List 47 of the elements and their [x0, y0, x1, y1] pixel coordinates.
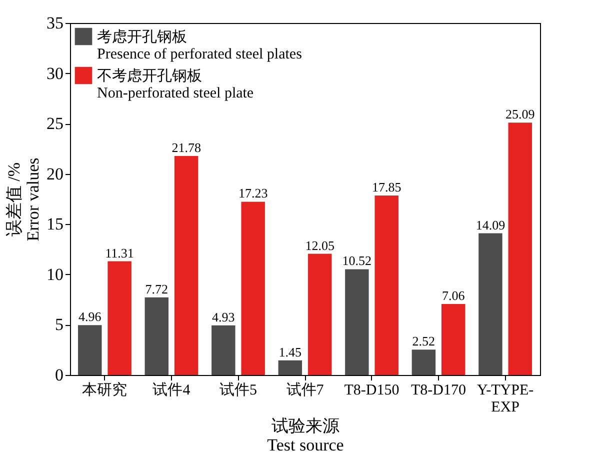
bar — [345, 269, 369, 375]
y-tick-label: 30 — [46, 64, 64, 83]
data-label: 11.31 — [105, 245, 134, 260]
bar — [508, 122, 532, 375]
x-tick-label: 本研究 — [82, 382, 128, 398]
y-axis-title: 误差值 /% Error values — [4, 158, 42, 242]
bar — [108, 261, 132, 375]
data-label: 12.05 — [305, 238, 334, 253]
bar — [144, 297, 169, 375]
data-label: 7.06 — [442, 288, 466, 303]
bar — [308, 254, 332, 375]
data-label: 4.96 — [78, 309, 102, 324]
bar — [241, 202, 265, 375]
data-label: 2.52 — [412, 334, 436, 349]
bar — [212, 325, 236, 375]
data-label: 14.09 — [476, 217, 506, 232]
bar — [412, 350, 436, 375]
data-label: 25.09 — [505, 106, 535, 122]
data-label: 21.78 — [172, 140, 201, 155]
data-label: 10.52 — [342, 253, 372, 268]
bar — [278, 360, 302, 375]
bar — [174, 156, 198, 375]
bar — [441, 304, 466, 375]
y-tick-label: 35 — [46, 14, 64, 32]
x-tick-label: Y-TYPE-EXP — [476, 382, 534, 416]
x-tick-label: 试件7 — [286, 382, 324, 398]
data-label: 17.85 — [372, 179, 402, 194]
x-tick-label: T8-D150 — [344, 382, 400, 398]
x-tick-label: 试件5 — [219, 382, 257, 398]
y-tick-label: 5 — [55, 315, 64, 334]
x-axis-title: 试验来源 Test source — [267, 416, 344, 454]
data-label: 1.45 — [278, 344, 302, 360]
legend-label: 考虑开孔钢板 Presence of perforated steel plates — [97, 28, 302, 62]
data-label: 17.23 — [238, 186, 268, 201]
y-tick-label: 25 — [46, 114, 64, 134]
legend-label: 不考虑开孔钢板 Non-perforated steel plate — [97, 68, 254, 102]
y-tick-label: 0 — [55, 366, 64, 384]
bar — [78, 325, 102, 375]
data-label: 7.72 — [145, 281, 168, 296]
y-tick-label: 20 — [46, 164, 64, 184]
y-tick-label: 10 — [46, 264, 64, 284]
x-tick-label: 试件4 — [152, 382, 191, 398]
bar — [478, 233, 502, 375]
bar — [374, 195, 398, 375]
x-tick-label: T8-D170 — [411, 382, 466, 398]
data-label: 4.93 — [212, 309, 235, 324]
y-tick-label: 15 — [46, 214, 64, 234]
